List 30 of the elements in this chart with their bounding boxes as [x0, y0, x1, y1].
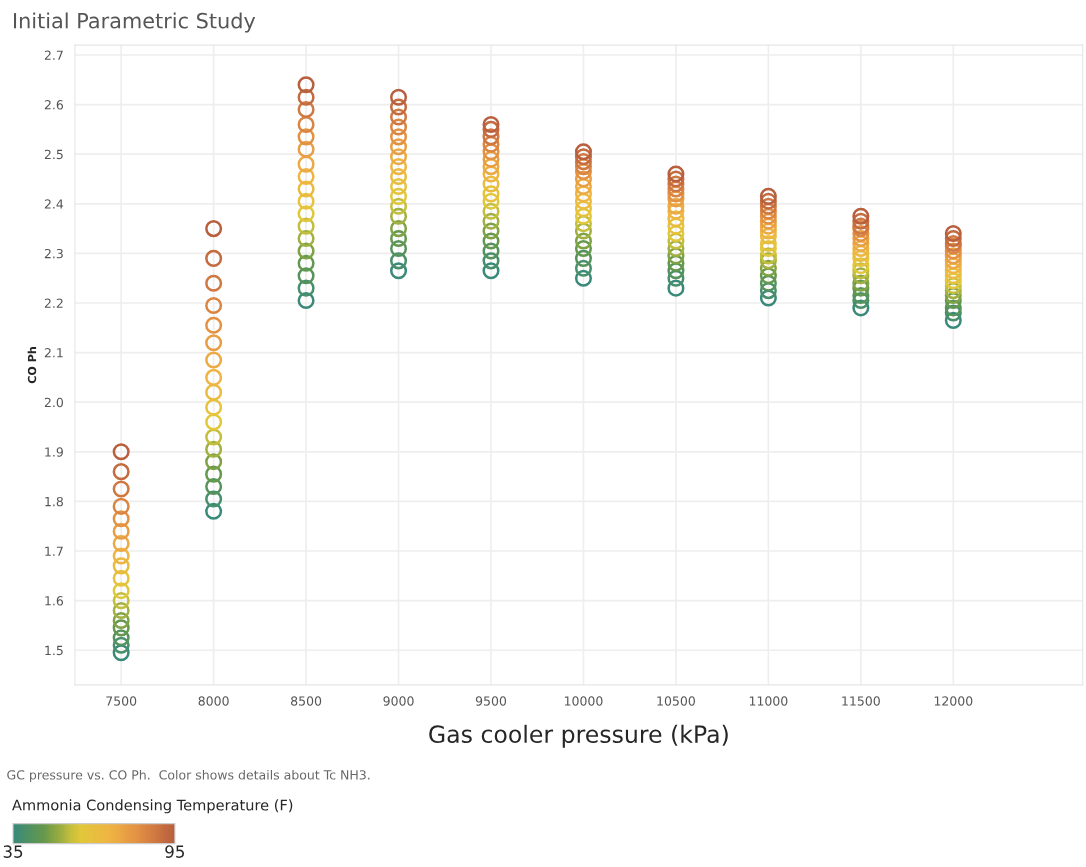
y-tick-label: 2.7	[44, 50, 63, 60]
x-tick-label: 9000	[383, 696, 414, 706]
y-tick-label: 2.0	[44, 397, 63, 408]
text: GC pressure vs. CO Ph. Color shows details about Tc NH3.	[7, 769, 370, 783]
x-tick-label: 9500	[475, 696, 507, 706]
y-tick-label: 2.3	[44, 248, 63, 259]
chart-title: Initial Parametric Study	[13, 12, 256, 33]
x-tick-label: 7500	[106, 696, 137, 706]
color-bar-title: Ammonia Condensing Temperature (F)	[12, 799, 293, 814]
y-axis-title: CO Ph	[27, 347, 37, 384]
x-tick-label: 11000	[749, 696, 788, 706]
y-tick-label: 1.5	[45, 645, 63, 656]
y-tick-label: 1.6	[45, 596, 64, 606]
color-bar-label: 95	[165, 845, 184, 858]
y-tick-label: 2.6	[44, 100, 64, 110]
x-axis-title: Gas cooler pressure (kPa)	[429, 724, 728, 748]
x-tick-label: 10500	[657, 696, 695, 706]
y-tick-label: 2.1	[44, 348, 63, 358]
x-tick-label: 10000	[564, 696, 603, 706]
x-tick-label: 11500	[842, 696, 880, 706]
y-tick-label: 1.7	[45, 546, 63, 556]
y-tick-label: 1.9	[45, 447, 63, 457]
x-tick-label: 8500	[291, 696, 322, 706]
y-tick-label: 2.4	[44, 199, 64, 209]
y-tick-label: 1.8	[45, 496, 63, 507]
color-bar-label: 35	[3, 845, 23, 858]
y-tick-label: 2.5	[44, 149, 63, 160]
x-tick-label: 8000	[198, 696, 229, 706]
y-tick-label: 2.2	[44, 298, 63, 308]
x-tick-label: 12000	[934, 696, 973, 706]
